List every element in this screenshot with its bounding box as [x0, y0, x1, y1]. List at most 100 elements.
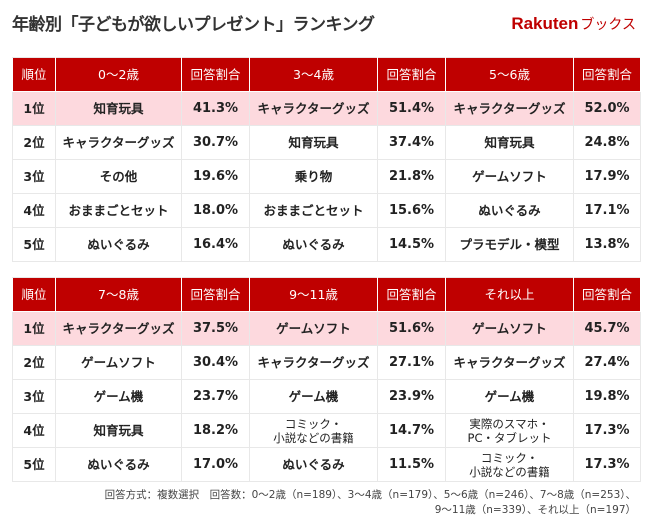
item-cell: コミック・ 小説などの書籍 [445, 447, 574, 482]
percent-cell: 17.9% [573, 159, 641, 194]
percent-cell: 17.0% [181, 447, 250, 482]
column-header: 0～2歳 [55, 57, 182, 92]
column-header: 回答割合 [573, 57, 641, 92]
item-cell: ゲームソフト [249, 311, 378, 346]
logo-sub: ブックス [580, 16, 636, 32]
rank-cell: 3位 [12, 379, 56, 414]
table-row: 2位 ゲームソフト 30.4% キャラクターグッズ 27.1% キャラクターグッズ 27.4… [12, 345, 641, 380]
percent-cell: 18.0% [181, 193, 250, 228]
item-cell: キャラクターグッズ [249, 91, 378, 126]
table-row: 1位 キャラクターグッズ 37.5% ゲームソフト 51.6% ゲームソフト 45.7% [12, 311, 641, 346]
percent-cell: 30.7% [181, 125, 250, 160]
item-cell: ぬいぐるみ [55, 227, 182, 262]
rank-cell: 1位 [12, 91, 56, 126]
percent-cell: 21.8% [377, 159, 446, 194]
rank-cell: 2位 [12, 125, 56, 160]
item-cell: ぬいぐるみ [55, 447, 182, 482]
rakuten-books-logo: Rakuten ブックス [511, 14, 636, 34]
percent-cell: 45.7% [573, 311, 641, 346]
item-cell: 乗り物 [249, 159, 378, 194]
item-cell: ゲームソフト [445, 311, 574, 346]
percent-cell: 14.5% [377, 227, 446, 262]
footnote: 回答方式：複数選択 回答数：0～2歳（n=189）、3～4歳（n=179）、5～… [105, 488, 636, 518]
item-cell: 知育玩具 [55, 413, 182, 448]
table-row: 4位 知育玩具 18.2% コミック・ 小説などの書籍 14.7% 実際のスマホ・ PC・… [12, 413, 641, 448]
item-cell: ゲーム機 [445, 379, 574, 414]
header-row: 順位 0～2歳 回答割合 3～4歳 回答割合 5～6歳 回答割合 [12, 57, 641, 92]
percent-cell: 19.8% [573, 379, 641, 414]
column-header: 順位 [12, 277, 56, 312]
item-cell: キャラクターグッズ [445, 345, 574, 380]
table-row: 4位 おままごとセット 18.0% おままごとセット 15.6% ぬいぐるみ 17.1% [12, 193, 641, 228]
item-cell: おままごとセット [55, 193, 182, 228]
percent-cell: 13.8% [573, 227, 641, 262]
percent-cell: 30.4% [181, 345, 250, 380]
column-header: 回答割合 [181, 277, 250, 312]
footnote-line: 9～11歳（n=339）、それ以上（n=197） [434, 504, 636, 516]
percent-cell: 19.6% [181, 159, 250, 194]
percent-cell: 15.6% [377, 193, 446, 228]
item-cell: キャラクターグッズ [249, 345, 378, 380]
rank-cell: 1位 [12, 311, 56, 346]
item-cell: ゲームソフト [445, 159, 574, 194]
item-cell: 実際のスマホ・ PC・タブレット [445, 413, 574, 448]
rank-cell: 5位 [12, 447, 56, 482]
column-header: 回答割合 [377, 277, 446, 312]
percent-cell: 17.3% [573, 413, 641, 448]
item-cell: プラモデル・模型 [445, 227, 574, 262]
table-row: 5位 ぬいぐるみ 16.4% ぬいぐるみ 14.5% プラモデル・模型 13.8% [12, 227, 641, 262]
table-row: 2位 キャラクターグッズ 30.7% 知育玩具 37.4% 知育玩具 24.8% [12, 125, 641, 160]
column-header: それ以上 [445, 277, 574, 312]
percent-cell: 37.5% [181, 311, 250, 346]
column-header: 回答割合 [377, 57, 446, 92]
table-row: 1位 知育玩具 41.3% キャラクターグッズ 51.4% キャラクターグッズ 52.0% [12, 91, 641, 126]
percent-cell: 16.4% [181, 227, 250, 262]
percent-cell: 52.0% [573, 91, 641, 126]
item-cell: おままごとセット [249, 193, 378, 228]
column-header: 順位 [12, 57, 56, 92]
table-row: 5位 ぬいぐるみ 17.0% ぬいぐるみ 11.5% コミック・ 小説などの書籍 17.3% [12, 447, 641, 482]
item-cell: その他 [55, 159, 182, 194]
item-cell: ゲームソフト [55, 345, 182, 380]
item-cell: ゲーム機 [55, 379, 182, 414]
column-header: 9～11歳 [249, 277, 378, 312]
percent-cell: 51.6% [377, 311, 446, 346]
percent-cell: 11.5% [377, 447, 446, 482]
table-row: 3位 ゲーム機 23.7% ゲーム機 23.9% ゲーム機 19.8% [12, 379, 641, 414]
percent-cell: 17.1% [573, 193, 641, 228]
item-cell: ぬいぐるみ [249, 227, 378, 262]
percent-cell: 23.9% [377, 379, 446, 414]
column-header: 3～4歳 [249, 57, 378, 92]
percent-cell: 41.3% [181, 91, 250, 126]
item-cell: キャラクターグッズ [55, 311, 182, 346]
rank-cell: 4位 [12, 193, 56, 228]
percent-cell: 17.3% [573, 447, 641, 482]
item-cell: ぬいぐるみ [249, 447, 378, 482]
ranking-table-older: 順位 7～8歳 回答割合 9～11歳 回答割合 それ以上 回答割合 1位 キャラクターグッズ 37… [12, 277, 641, 482]
item-cell: 知育玩具 [55, 91, 182, 126]
percent-cell: 18.2% [181, 413, 250, 448]
percent-cell: 24.8% [573, 125, 641, 160]
page-title: 年齢別「子どもが欲しいプレゼント」ランキング [12, 15, 375, 35]
rank-cell: 3位 [12, 159, 56, 194]
header-row: 順位 7～8歳 回答割合 9～11歳 回答割合 それ以上 回答割合 [12, 277, 641, 312]
percent-cell: 27.4% [573, 345, 641, 380]
rank-cell: 2位 [12, 345, 56, 380]
column-header: 7～8歳 [55, 277, 182, 312]
table-row: 3位 その他 19.6% 乗り物 21.8% ゲームソフト 17.9% [12, 159, 641, 194]
percent-cell: 51.4% [377, 91, 446, 126]
rank-cell: 5位 [12, 227, 56, 262]
item-cell: キャラクターグッズ [445, 91, 574, 126]
item-cell: 知育玩具 [445, 125, 574, 160]
item-cell: コミック・ 小説などの書籍 [249, 413, 378, 448]
percent-cell: 27.1% [377, 345, 446, 380]
item-cell: キャラクターグッズ [55, 125, 182, 160]
logo-text: Rakuten [511, 14, 579, 33]
column-header: 回答割合 [181, 57, 250, 92]
percent-cell: 23.7% [181, 379, 250, 414]
column-header: 回答割合 [573, 277, 641, 312]
item-cell: ゲーム機 [249, 379, 378, 414]
ranking-table-young: 順位 0～2歳 回答割合 3～4歳 回答割合 5～6歳 回答割合 1位 知育玩具 41.3% キャラ… [12, 57, 641, 262]
percent-cell: 37.4% [377, 125, 446, 160]
rank-cell: 4位 [12, 413, 56, 448]
